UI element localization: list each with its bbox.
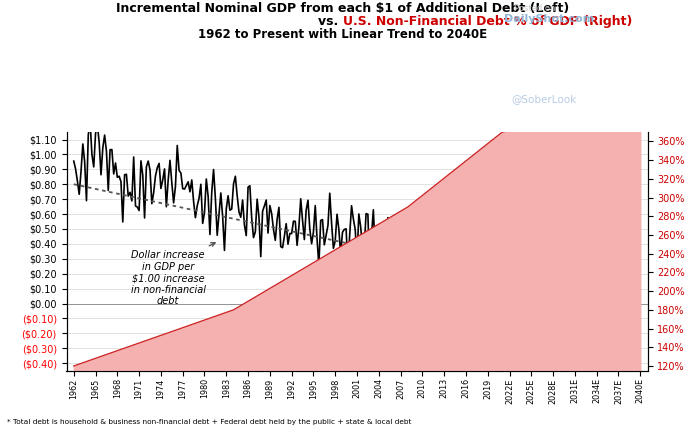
Text: Higher (mostly
Federal) debt: Higher (mostly Federal) debt bbox=[496, 147, 589, 168]
Text: Less Nominal GDP
per $1 of debt: Less Nominal GDP per $1 of debt bbox=[496, 256, 610, 277]
Text: Insolvency
by 2040E
based on
trend - - -: Insolvency by 2040E based on trend - - - bbox=[568, 296, 626, 341]
Text: Posted on: Posted on bbox=[514, 4, 556, 13]
Text: U.S. Non-Financial Debt % of GDP (Right): U.S. Non-Financial Debt % of GDP (Right) bbox=[343, 15, 632, 28]
Text: * Total debt is household & business non-financial debt + Federal debt held by t: * Total debt is household & business non… bbox=[7, 419, 412, 425]
Text: Incremental Nominal GDP from each $1 of Additional Debt (Left): Incremental Nominal GDP from each $1 of … bbox=[116, 2, 570, 15]
Text: Total U.S. non-financial
debt *
% of U.S. GDP (right
axis): Total U.S. non-financial debt * % of U.S… bbox=[260, 318, 395, 363]
Text: DailyShot.com: DailyShot.com bbox=[504, 14, 594, 23]
Text: vs.: vs. bbox=[318, 15, 343, 28]
Text: 1962 to Present with Linear Trend to 2040E: 1962 to Present with Linear Trend to 204… bbox=[198, 28, 488, 41]
Text: Dollar increase
in GDP per
$1.00 increase
in non-financial
debt: Dollar increase in GDP per $1.00 increas… bbox=[131, 243, 215, 306]
Text: @SoberLook: @SoberLook bbox=[511, 95, 576, 104]
